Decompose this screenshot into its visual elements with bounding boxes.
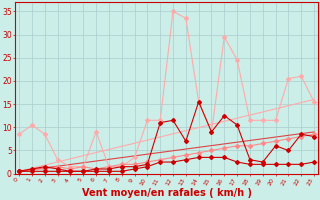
X-axis label: Vent moyen/en rafales ( km/h ): Vent moyen/en rafales ( km/h )	[82, 188, 252, 198]
